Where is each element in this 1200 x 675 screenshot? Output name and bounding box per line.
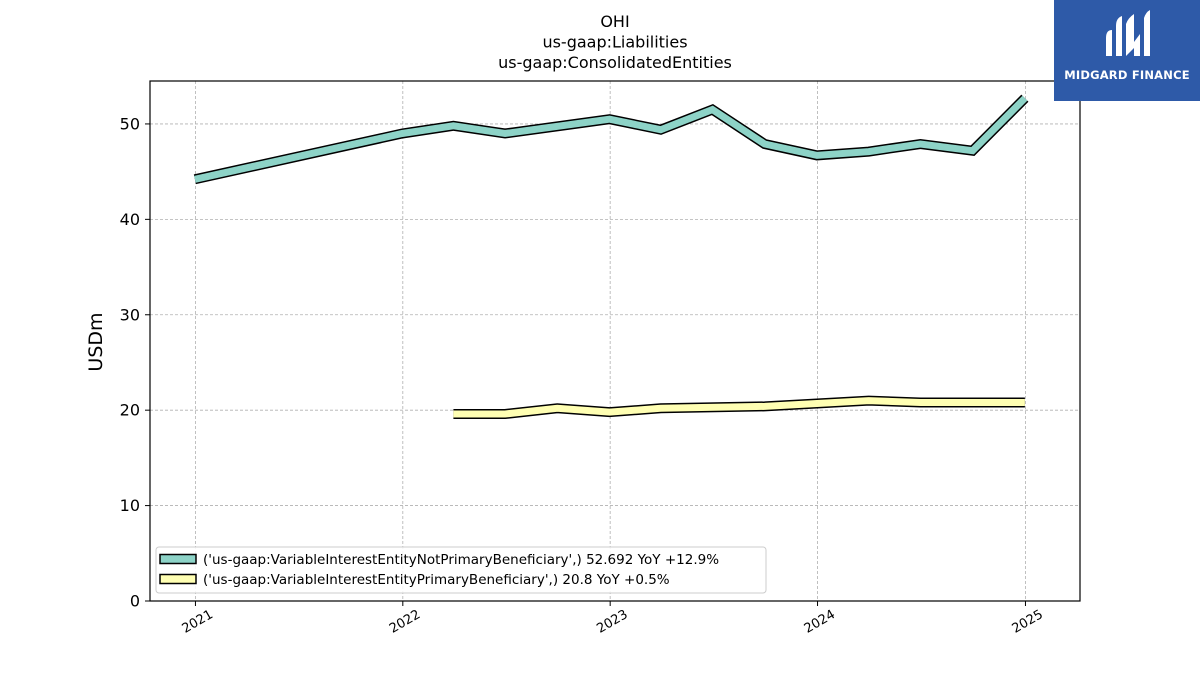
logo-text: MIDGARD FINANCE [1064, 68, 1190, 82]
legend-label: ('us-gaap:VariableInterestEntityPrimaryB… [203, 572, 670, 588]
y-tick-label: 50 [120, 114, 140, 133]
legend-swatch [159, 553, 197, 565]
x-tick-label: 2024 [802, 607, 838, 637]
brand-logo: MIDGARD FINANCE [1054, 0, 1200, 101]
y-tick-label: 0 [130, 592, 140, 611]
chart-title-line: us-gaap:ConsolidatedEntities [498, 53, 732, 72]
legend-swatch [159, 573, 197, 585]
axes-frame [149, 80, 1081, 602]
y-tick-label: 10 [120, 496, 140, 515]
chart-title-line: us-gaap:Liabilities [542, 33, 687, 52]
y-tick-label: 20 [120, 401, 140, 420]
chart-title: OHI us-gaap:Liabilitiesus-gaap:Consolidat… [498, 12, 732, 72]
logo-mark-icon [1106, 10, 1150, 56]
series-line-1 [194, 95, 1028, 183]
series-lines [193, 94, 1029, 419]
x-tick-label: 2023 [594, 607, 630, 637]
legend: ('us-gaap:VariableInterestEntityNotPrima… [155, 546, 767, 594]
chart-title-line: OHI [600, 12, 629, 31]
legend-box [155, 546, 767, 594]
y-axis-label: USDm [85, 312, 107, 371]
y-axis: 0 10 20 30 40 50 [120, 114, 150, 611]
x-axis: 2021 2022 2023 2024 2025 [180, 601, 1046, 637]
x-tick-label: 2022 [387, 607, 423, 637]
legend-label: ('us-gaap:VariableInterestEntityNotPrima… [203, 552, 719, 568]
series-line-2 [453, 397, 1025, 418]
x-tick-label: 2025 [1010, 607, 1046, 637]
y-tick-label: 40 [120, 210, 140, 229]
y-tick-label: 30 [120, 305, 140, 324]
x-tick-label: 2021 [180, 607, 216, 637]
